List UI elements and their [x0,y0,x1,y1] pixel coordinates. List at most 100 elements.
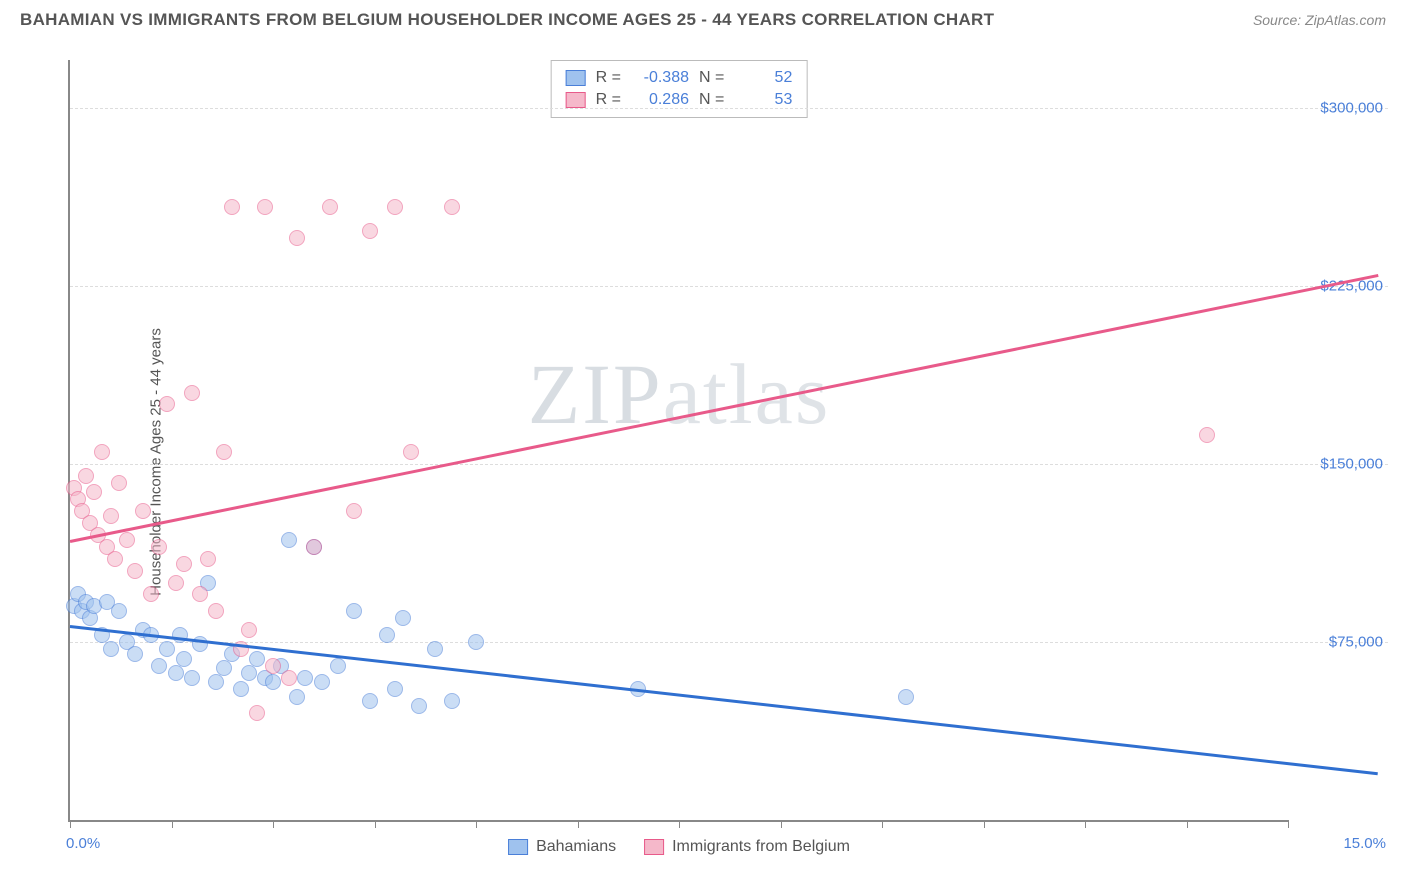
x-tick [476,820,477,828]
point-belgium [257,199,273,215]
point-belgium [184,385,200,401]
point-belgium [135,503,151,519]
point-belgium [362,223,378,239]
plot-region: ZIPatlas R = -0.388 N = 52 R = 0.286 N =… [68,60,1288,822]
n-label: N = [699,91,724,109]
point-bahamians [249,651,265,667]
point-bahamians [395,610,411,626]
point-belgium [208,603,224,619]
x-tick [375,820,376,828]
gridline [70,286,1388,287]
point-bahamians [362,693,378,709]
point-bahamians [127,646,143,662]
point-belgium [119,532,135,548]
point-bahamians [184,670,200,686]
x-tick [1187,820,1188,828]
x-tick [1288,820,1289,828]
n-value-1: 52 [734,69,792,87]
point-belgium [1199,427,1215,443]
x-tick [1085,820,1086,828]
point-bahamians [281,532,297,548]
point-belgium [281,670,297,686]
x-tick [984,820,985,828]
point-belgium [143,586,159,602]
legend-item-bahamians: Bahamians [508,838,616,856]
bottom-legend: Bahamians Immigrants from Belgium [508,838,850,856]
point-bahamians [241,665,257,681]
legend-label: Bahamians [536,838,616,856]
point-belgium [224,199,240,215]
n-label: N = [699,69,724,87]
point-belgium [265,658,281,674]
chart-source: Source: ZipAtlas.com [1253,12,1386,28]
point-belgium [200,551,216,567]
trendline-bahamians [70,625,1378,775]
point-belgium [111,475,127,491]
point-belgium [127,563,143,579]
point-bahamians [265,674,281,690]
gridline [70,464,1388,465]
point-bahamians [151,658,167,674]
point-belgium [94,444,110,460]
y-tick-label: $150,000 [1320,455,1383,472]
point-belgium [107,551,123,567]
point-bahamians [444,693,460,709]
point-belgium [86,484,102,500]
gridline [70,108,1388,109]
point-bahamians [176,651,192,667]
point-bahamians [346,603,362,619]
point-belgium [159,396,175,412]
r-label: R = [596,69,621,87]
point-bahamians [216,660,232,676]
point-bahamians [314,674,330,690]
point-belgium [78,468,94,484]
x-tick [781,820,782,828]
point-belgium [403,444,419,460]
point-bahamians [427,641,443,657]
point-belgium [176,556,192,572]
x-tick [882,820,883,828]
point-bahamians [330,658,346,674]
point-bahamians [898,689,914,705]
point-bahamians [387,681,403,697]
point-belgium [322,199,338,215]
chart-title: BAHAMIAN VS IMMIGRANTS FROM BELGIUM HOUS… [20,10,994,30]
point-belgium [387,199,403,215]
point-belgium [103,508,119,524]
x-tick [679,820,680,828]
point-bahamians [159,641,175,657]
r-label: R = [596,91,621,109]
y-tick-label: $75,000 [1329,633,1383,650]
gridline [70,642,1388,643]
legend-swatch-bahamians [508,839,528,855]
stats-row-1: R = -0.388 N = 52 [566,67,793,89]
point-belgium [306,539,322,555]
point-bahamians [233,681,249,697]
legend-item-belgium: Immigrants from Belgium [644,838,850,856]
point-belgium [192,586,208,602]
x-tick [172,820,173,828]
point-belgium [168,575,184,591]
point-belgium [216,444,232,460]
point-belgium [289,230,305,246]
point-bahamians [297,670,313,686]
point-belgium [346,503,362,519]
stats-legend: R = -0.388 N = 52 R = 0.286 N = 53 [551,60,808,118]
legend-swatch-belgium [644,839,664,855]
n-value-2: 53 [734,91,792,109]
x-min-label: 0.0% [66,835,100,852]
point-bahamians [208,674,224,690]
point-bahamians [379,627,395,643]
y-tick-label: $300,000 [1320,99,1383,116]
point-belgium [444,199,460,215]
swatch-belgium [566,92,586,108]
x-tick [70,820,71,828]
point-bahamians [468,634,484,650]
chart-header: BAHAMIAN VS IMMIGRANTS FROM BELGIUM HOUS… [0,0,1406,38]
r-value-1: -0.388 [631,69,689,87]
point-belgium [151,539,167,555]
point-bahamians [411,698,427,714]
point-bahamians [168,665,184,681]
r-value-2: 0.286 [631,91,689,109]
point-belgium [241,622,257,638]
